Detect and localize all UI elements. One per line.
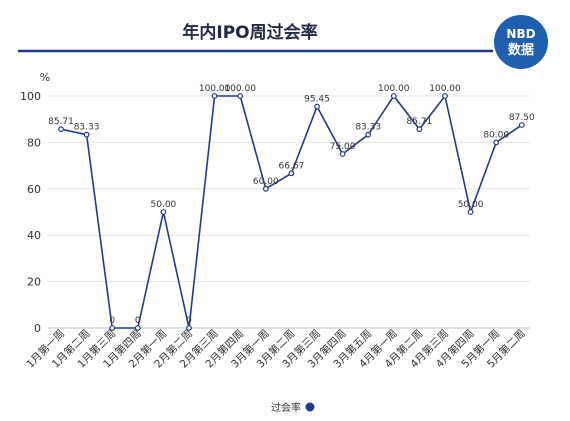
y-tick-label: 100 <box>20 90 41 103</box>
data-point <box>442 93 448 99</box>
legend-label: 过会率 <box>271 401 301 414</box>
nbd-badge-line1: NBD <box>506 27 535 41</box>
data-point <box>339 151 346 157</box>
data-label: 83.33 <box>74 123 100 133</box>
data-label: 80.00 <box>483 130 509 140</box>
data-label: 100.00 <box>378 84 410 94</box>
data-point <box>186 325 192 331</box>
data-label: 85.71 <box>407 117 433 127</box>
data-point <box>467 209 474 215</box>
data-point <box>518 122 525 128</box>
data-point <box>493 139 500 146</box>
data-label: 60.00 <box>253 177 279 187</box>
data-label: 83.33 <box>355 123 381 133</box>
y-tick-label: 20 <box>27 276 41 289</box>
data-point <box>416 126 423 133</box>
data-point <box>262 185 269 192</box>
data-label: 0 <box>109 316 115 326</box>
data-point <box>211 93 218 99</box>
data-label: 50.00 <box>458 200 484 210</box>
chart-title: 年内IPO周过会率 <box>182 22 317 43</box>
data-point <box>237 93 244 99</box>
data-label: 100.00 <box>224 84 256 94</box>
data-label: 100.00 <box>199 84 231 94</box>
series-line <box>60 95 523 329</box>
data-point <box>365 131 372 138</box>
nbd-badge <box>494 15 548 69</box>
data-label: 87.50 <box>509 113 535 123</box>
data-point <box>58 126 64 133</box>
data-point <box>160 209 167 215</box>
nbd-badge-line2: 数据 <box>508 42 534 58</box>
nbd-logo: NBD 数据 <box>494 15 548 69</box>
data-label: 0 <box>135 316 141 326</box>
series-layer <box>58 93 525 331</box>
data-label: 0 <box>186 316 192 326</box>
data-point <box>83 131 90 138</box>
legend: 过会率 <box>271 401 315 414</box>
data-label: 95.45 <box>304 95 330 105</box>
data-point <box>390 93 397 99</box>
data-label: 85.71 <box>48 117 74 127</box>
y-axis-ticks: 0 20 40 60 80 100 <box>20 90 41 335</box>
data-label: 66.67 <box>279 161 305 171</box>
data-label: 75.00 <box>330 142 356 152</box>
data-label: 100.00 <box>429 84 461 94</box>
data-point <box>314 103 320 110</box>
y-tick-label: 60 <box>27 183 41 196</box>
data-point <box>134 325 141 331</box>
data-label: 50.00 <box>151 200 177 210</box>
y-tick-label: 40 <box>27 229 41 242</box>
gridlines <box>48 95 530 283</box>
data-point <box>288 170 295 177</box>
y-axis-unit: % <box>40 71 50 84</box>
x-axis-ticks: 1月第一周1月第二周1月第三周1月第四周2月第一周2月第二周2月第三周2月第四周… <box>24 327 528 371</box>
y-tick-label: 0 <box>34 322 41 335</box>
legend-marker <box>305 402 315 412</box>
y-tick-label: 80 <box>27 136 41 149</box>
data-point <box>109 325 116 331</box>
